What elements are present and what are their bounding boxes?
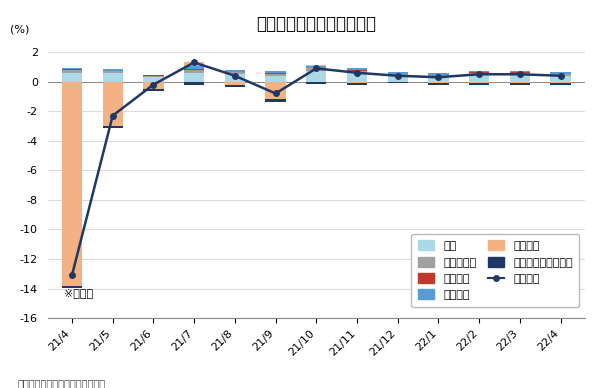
Text: ※前月比: ※前月比	[64, 288, 93, 298]
Bar	[103, 71, 123, 73]
Bar	[103, 81, 123, 126]
Bar	[428, 81, 449, 83]
Title: 個人所得、項目別の寄与度: 個人所得、項目別の寄与度	[256, 15, 376, 33]
Bar	[265, 81, 286, 99]
Bar	[103, 126, 123, 128]
Bar	[184, 81, 205, 85]
Bar	[265, 71, 286, 73]
Bar	[509, 74, 530, 81]
Text: 出所：米経済分析局より筆者作成: 出所：米経済分析局より筆者作成	[18, 378, 106, 388]
Bar	[224, 72, 245, 74]
Bar	[469, 71, 490, 73]
Bar	[306, 66, 326, 68]
Bar	[265, 76, 286, 81]
Bar	[224, 85, 245, 87]
Bar	[428, 73, 449, 75]
Bar	[347, 81, 367, 83]
Bar	[469, 73, 490, 74]
Bar	[306, 68, 326, 71]
Bar	[550, 83, 571, 85]
Bar	[550, 74, 571, 76]
Bar	[143, 77, 164, 81]
Bar	[469, 83, 490, 85]
Bar	[143, 76, 164, 77]
Bar	[428, 76, 449, 81]
Bar	[184, 62, 205, 66]
Bar	[347, 68, 367, 70]
Bar	[306, 65, 326, 66]
Bar	[469, 74, 490, 81]
Bar	[509, 73, 530, 74]
Legend: 賃金, 経営者収入, 家賃収入, 資産所得, 移転所得, 政府の社会保障負担, 個人所得: 賃金, 経営者収入, 家賃収入, 資産所得, 移転所得, 政府の社会保障負担, …	[411, 234, 580, 307]
Bar	[224, 74, 245, 81]
Bar	[62, 81, 82, 286]
Bar	[469, 81, 490, 83]
Bar	[509, 71, 530, 73]
Bar	[306, 81, 326, 84]
Bar	[347, 73, 367, 81]
Bar	[184, 70, 205, 73]
Bar	[62, 69, 82, 70]
Bar	[388, 76, 408, 81]
Bar	[388, 81, 408, 83]
Bar	[428, 83, 449, 85]
Bar	[103, 69, 123, 71]
Bar	[143, 81, 164, 89]
Bar	[428, 75, 449, 76]
Bar	[347, 83, 367, 85]
Bar	[347, 70, 367, 71]
Bar	[103, 73, 123, 81]
Bar	[265, 99, 286, 102]
Bar	[62, 68, 82, 69]
Bar	[388, 73, 408, 74]
Text: (%): (%)	[10, 24, 29, 35]
Bar	[62, 286, 82, 288]
Bar	[224, 81, 245, 85]
Bar	[143, 89, 164, 90]
Bar	[184, 66, 205, 69]
Bar	[265, 74, 286, 76]
Bar	[184, 69, 205, 70]
Bar	[62, 73, 82, 81]
Bar	[347, 71, 367, 73]
Bar	[184, 73, 205, 81]
Bar	[265, 73, 286, 74]
Bar	[509, 83, 530, 85]
Bar	[224, 70, 245, 72]
Bar	[550, 76, 571, 81]
Bar	[62, 70, 82, 73]
Bar	[550, 73, 571, 74]
Bar	[509, 81, 530, 83]
Bar	[550, 81, 571, 83]
Bar	[306, 71, 326, 81]
Bar	[388, 74, 408, 76]
